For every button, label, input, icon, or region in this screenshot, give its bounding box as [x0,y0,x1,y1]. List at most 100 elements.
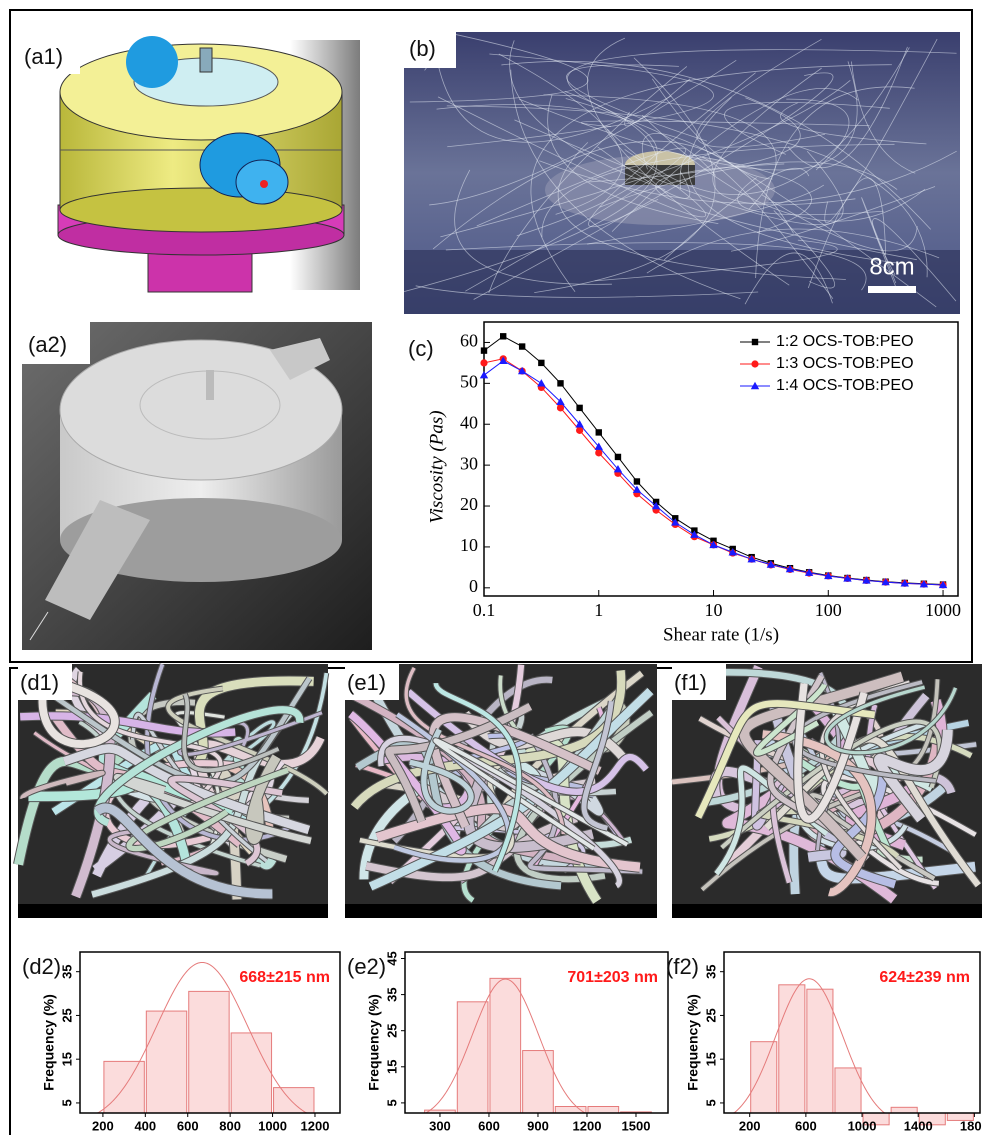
series-line [484,361,943,585]
y-tick-label: 25 [59,1008,74,1022]
y-tick-label: 35 [59,964,74,978]
panel-label: (c) [408,336,434,361]
marker [557,380,563,386]
x-tick-label: 600 [478,1118,500,1133]
bar [490,978,521,1113]
bar [588,1107,619,1113]
sem-image [18,664,328,918]
x-tick-label: 200 [92,1118,114,1133]
panel-label: (a1) [24,44,63,69]
x-tick-label: 1200 [301,1118,330,1133]
x-tick-label: 1000 [848,1118,877,1133]
photo-spinneret [22,322,372,650]
y-tick-label: 15 [384,1060,399,1074]
figure: (a1) (b) (a2) (d1) (e1) (f1) 8cm 0 10 20 30… [0,0,982,1135]
bar [555,1107,586,1113]
y-tick-label: 40 [460,412,478,432]
marker [480,371,488,378]
x-tick-label: 1500 [622,1118,651,1133]
bar [779,985,805,1113]
legend-label: 1:3 OCS-TOB:PEO [776,355,914,372]
y-axis-title: Viscosity (Pas) [426,410,447,523]
x-tick-label: 1000 [925,600,961,620]
sem-image [672,664,982,918]
x-tick-label: 1400 [904,1118,933,1133]
x-tick-label: 200 [739,1118,761,1133]
y-tick-label: 30 [460,453,478,473]
x-tick-label: 1800 [960,1118,982,1133]
y-axis-title: Frequency (%) [366,994,382,1090]
legend-label: 1:2 OCS-TOB:PEO [776,333,914,350]
x-axis-title: Shear rate (1/s) [663,624,779,645]
bar [274,1088,314,1113]
marker [537,379,545,386]
panel-label: (f1) [674,670,707,695]
marker [615,454,621,460]
panel-label: (d2) [22,954,61,979]
x-tick-label: 1200 [573,1118,602,1133]
y-tick-label: 45 [384,951,399,965]
bar [457,1002,488,1113]
x-tick-label: 1 [594,600,603,620]
y-tick-label: 60 [460,331,478,351]
annotation: 624±239 nm [879,969,970,986]
x-tick-label: 100 [815,600,842,620]
sem-image [345,664,657,918]
scale-bar-label: 8cm [869,253,914,280]
bar [189,991,229,1113]
y-tick-label: 35 [703,964,718,978]
legend-label: 1:4 OCS-TOB:PEO [776,377,914,394]
y-tick-label: 0 [469,576,478,596]
y-tick-label: 35 [384,987,399,1001]
sem-info-bar [345,904,657,918]
marker [481,347,487,353]
marker [538,360,544,366]
y-tick-label: 5 [384,1099,399,1106]
x-tick-label: 800 [219,1118,241,1133]
y-tick-label: 20 [460,494,478,514]
page: (a1) (b) (a2) (d1) (e1) (f1) 8cm 0 10 20 30… [0,0,982,1135]
panel-label: (e2) [347,954,386,979]
legend-marker [752,339,758,345]
y-tick-label: 50 [460,371,478,391]
panel-label: (f2) [666,954,699,979]
y-tick-label: 15 [703,1052,718,1066]
y-axis-title: Frequency (%) [41,994,57,1090]
x-tick-label: 400 [134,1118,156,1133]
marker [519,343,525,349]
x-tick-label: 0.1 [473,600,496,620]
y-tick-label: 10 [460,535,478,555]
bar [146,1011,186,1113]
marker [634,478,640,484]
x-tick-label: 10 [705,600,723,620]
marker [596,429,602,435]
panel-label: (a2) [28,332,67,357]
annotation: 701±203 nm [567,969,658,986]
sem-info-bar [18,904,328,918]
panel-label: (d1) [20,670,59,695]
bar [807,989,833,1113]
bar [231,1033,271,1113]
y-tick-label: 5 [703,1099,718,1106]
panel-label: (b) [409,36,436,61]
x-tick-label: 600 [177,1118,199,1133]
sem-images [18,664,982,918]
legend-marker [751,360,758,367]
annotation: 668±215 nm [239,969,330,986]
marker [500,333,506,339]
x-tick-label: 1000 [258,1118,287,1133]
x-tick-label: 600 [795,1118,817,1133]
y-tick-label: 15 [59,1052,74,1066]
bar [751,1042,777,1113]
x-tick-label: 300 [429,1118,451,1133]
y-tick-label: 25 [384,1023,399,1037]
panel-label: (e1) [347,670,386,695]
marker [480,359,487,366]
y-axis-title: Frequency (%) [685,994,701,1090]
bar [891,1107,917,1113]
y-tick-label: 5 [59,1099,74,1106]
sem-info-bar [672,904,982,918]
marker [576,405,582,411]
bar [835,1068,861,1113]
y-tick-label: 25 [703,1008,718,1022]
